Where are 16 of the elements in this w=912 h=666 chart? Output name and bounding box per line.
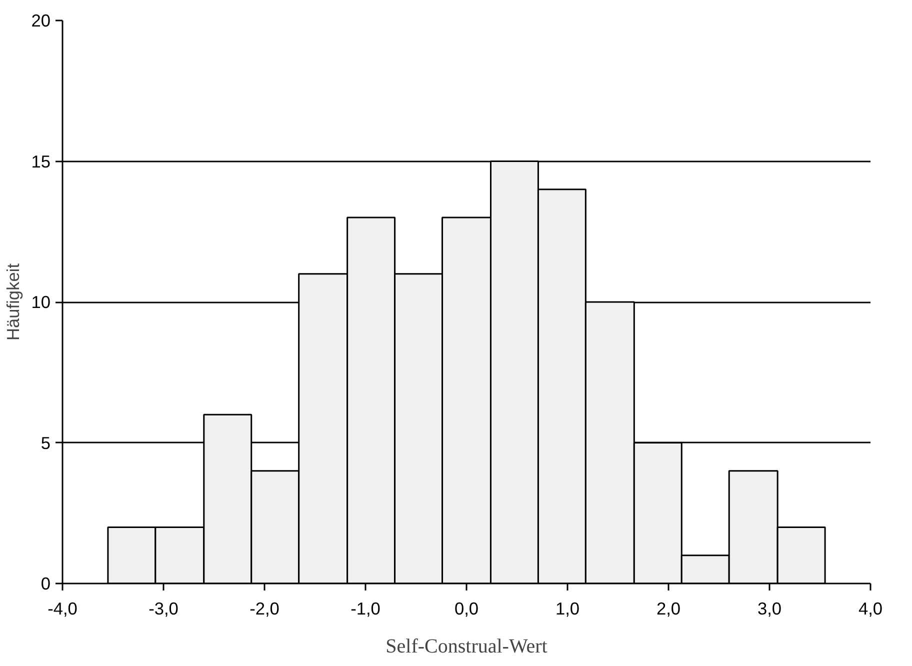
x-tick-label: -3,0: [148, 598, 178, 618]
y-tick-label: 15: [31, 151, 51, 172]
x-tick-label: -2,0: [250, 598, 280, 618]
x-tick-label: -4,0: [48, 598, 78, 618]
y-tick-label: 0: [40, 574, 51, 594]
x-tick-label: 4,0: [858, 598, 883, 618]
x-tick-label: 0,0: [454, 598, 479, 618]
y-axis-title: Häufigkeit: [3, 263, 24, 341]
x-tick-label: -1,0: [350, 598, 380, 618]
x-tick-label: 2,0: [656, 598, 681, 618]
x-tick-label: 1,0: [555, 598, 580, 618]
y-tick-label: 5: [40, 432, 51, 453]
y-tick-label: 20: [31, 10, 51, 30]
x-tick-label: 3,0: [757, 598, 782, 618]
x-axis-title: Self-Construal-Wert: [386, 636, 548, 658]
y-tick-label: 10: [31, 292, 51, 312]
